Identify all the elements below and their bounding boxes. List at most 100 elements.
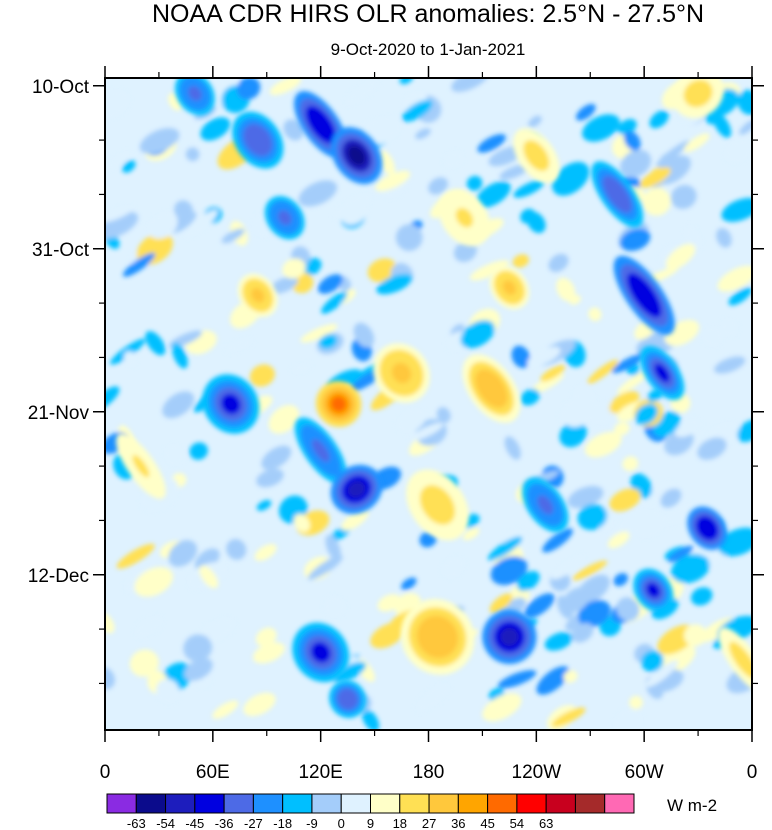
anomaly-texture-patch [147, 212, 178, 239]
y-tick-label: 21-Nov [28, 403, 90, 424]
anomaly-texture-patch [609, 391, 640, 414]
anomaly-texture-patch [488, 146, 523, 167]
colorbar-swatch [311, 793, 342, 814]
anomaly-feature [424, 624, 451, 650]
anomaly-feature [311, 642, 331, 663]
anomaly-texture-patch [162, 391, 195, 419]
anomaly-texture-patch [629, 695, 643, 710]
anomaly-texture-patch [670, 184, 697, 209]
colorbar-swatch [340, 793, 372, 814]
anomaly-texture-patch [551, 707, 586, 727]
x-tick-label: 60E [196, 762, 230, 783]
anomaly-texture-patch [377, 594, 401, 612]
anomaly-texture-patch [444, 151, 464, 169]
anomaly-texture-patch [341, 509, 369, 531]
anomaly-texture-patch [542, 528, 573, 553]
colorbar-swatch [545, 793, 576, 814]
anomaly-feature [500, 627, 519, 647]
anomaly-texture-patch [226, 539, 247, 560]
anomaly-texture-patch [321, 291, 348, 314]
anomaly-texture-patch [189, 442, 208, 460]
anomaly-texture-patch [530, 372, 565, 394]
anomaly-texture-patch [642, 187, 671, 216]
anomaly-texture-patch [665, 243, 696, 270]
anomaly-texture-patch [540, 364, 566, 382]
x-axis: 0 60E 120E 180 120W 60W 0 [100, 66, 757, 783]
anomaly-texture-patch [199, 565, 219, 589]
anomaly-texture-patch [428, 177, 448, 195]
anomaly-feature [502, 280, 517, 295]
anomaly-texture-patch [671, 554, 710, 584]
anomaly-texture-patch [317, 274, 343, 294]
anomaly-texture-patch [105, 90, 130, 120]
colorbar-swatch [165, 793, 196, 814]
anomaly-texture-patch [462, 527, 480, 541]
colorbar-level-label: 9 [367, 816, 374, 830]
anomaly-feature [347, 145, 366, 166]
colorbar-level-label: -54 [156, 816, 175, 830]
anomaly-texture-patch [184, 658, 213, 681]
x-tick-label: 120E [298, 762, 342, 783]
anomaly-texture-patch [395, 224, 423, 251]
anomaly-texture-patch [252, 642, 285, 664]
anomaly-texture-patch [436, 407, 451, 423]
anomaly-feature [455, 207, 474, 228]
y-tick-label: 12-Dec [28, 566, 89, 587]
anomaly-texture-patch [268, 404, 300, 434]
anomaly-feature [188, 86, 202, 101]
anomaly-texture-patch [139, 128, 180, 154]
colorbar-swatch [457, 793, 489, 814]
colorbar-level-label: 45 [480, 816, 494, 830]
anomaly-feature [689, 85, 707, 102]
chart-subtitle: 9-Oct-2020 to 1-Jan-2021 [331, 40, 526, 59]
anomaly-texture-patch [739, 119, 752, 135]
anomaly-texture-patch [254, 543, 277, 561]
anomaly-feature [734, 648, 752, 672]
x-tick-label: 60W [625, 762, 664, 783]
anomaly-texture-patch [587, 359, 619, 384]
anomaly-texture-patch [611, 353, 645, 374]
anomaly-texture-patch [737, 419, 752, 443]
colorbar-level-label: 0 [338, 816, 345, 830]
colorbar-level-label: 54 [510, 816, 524, 830]
anomaly-features [116, 78, 752, 718]
colorbar-swatch [194, 793, 225, 814]
anomaly-texture-patch [512, 254, 529, 268]
anomaly-feature [654, 363, 670, 383]
colorbar-level-label: 63 [539, 816, 553, 830]
anomaly-texture-patch [255, 627, 277, 647]
anomaly-texture-patch [453, 241, 477, 262]
anomaly-texture-patch [325, 534, 341, 561]
colorbar: -63 -54 -45 -36 -27 -18 -9 0 9 18 27 36 45 54 63 [106, 793, 635, 830]
anomaly-texture-patch [649, 110, 669, 129]
anomaly-feature [347, 481, 366, 498]
anomaly-texture-patch [504, 436, 521, 460]
anomaly-feature [330, 396, 347, 412]
anomaly-texture-patch [183, 634, 213, 662]
anomaly-texture-patch [577, 503, 608, 531]
anomaly-texture-patch [620, 149, 652, 178]
colorbar-level-label: -45 [185, 816, 204, 830]
anomaly-texture-patch [477, 134, 506, 153]
anomaly-texture-patch [416, 683, 450, 712]
anomaly-texture-patch [291, 363, 311, 374]
anomaly-texture-patch [135, 616, 163, 637]
anomaly-texture-patch [307, 555, 343, 580]
anomaly-texture-patch [620, 228, 651, 252]
anomaly-texture-patch [482, 693, 522, 722]
colorbar-swatch [399, 793, 430, 814]
anomaly-texture-patch [256, 468, 284, 488]
anomaly-texture-patch [683, 133, 710, 153]
anomaly-feature [277, 210, 292, 226]
anomaly-texture-patch [609, 488, 641, 512]
anomaly-texture-patch [499, 164, 529, 180]
anomaly-texture-patch [737, 90, 752, 115]
anomaly-texture-patch [353, 322, 375, 348]
anomaly-texture-patch [616, 597, 640, 622]
anomaly-texture-patch [497, 670, 537, 689]
anomaly-texture-patch [668, 545, 694, 563]
anomaly-texture-patch [378, 150, 395, 175]
anomaly-texture-patch [236, 78, 261, 100]
anomaly-feature [700, 520, 714, 536]
anomaly-texture-patch [116, 543, 155, 569]
